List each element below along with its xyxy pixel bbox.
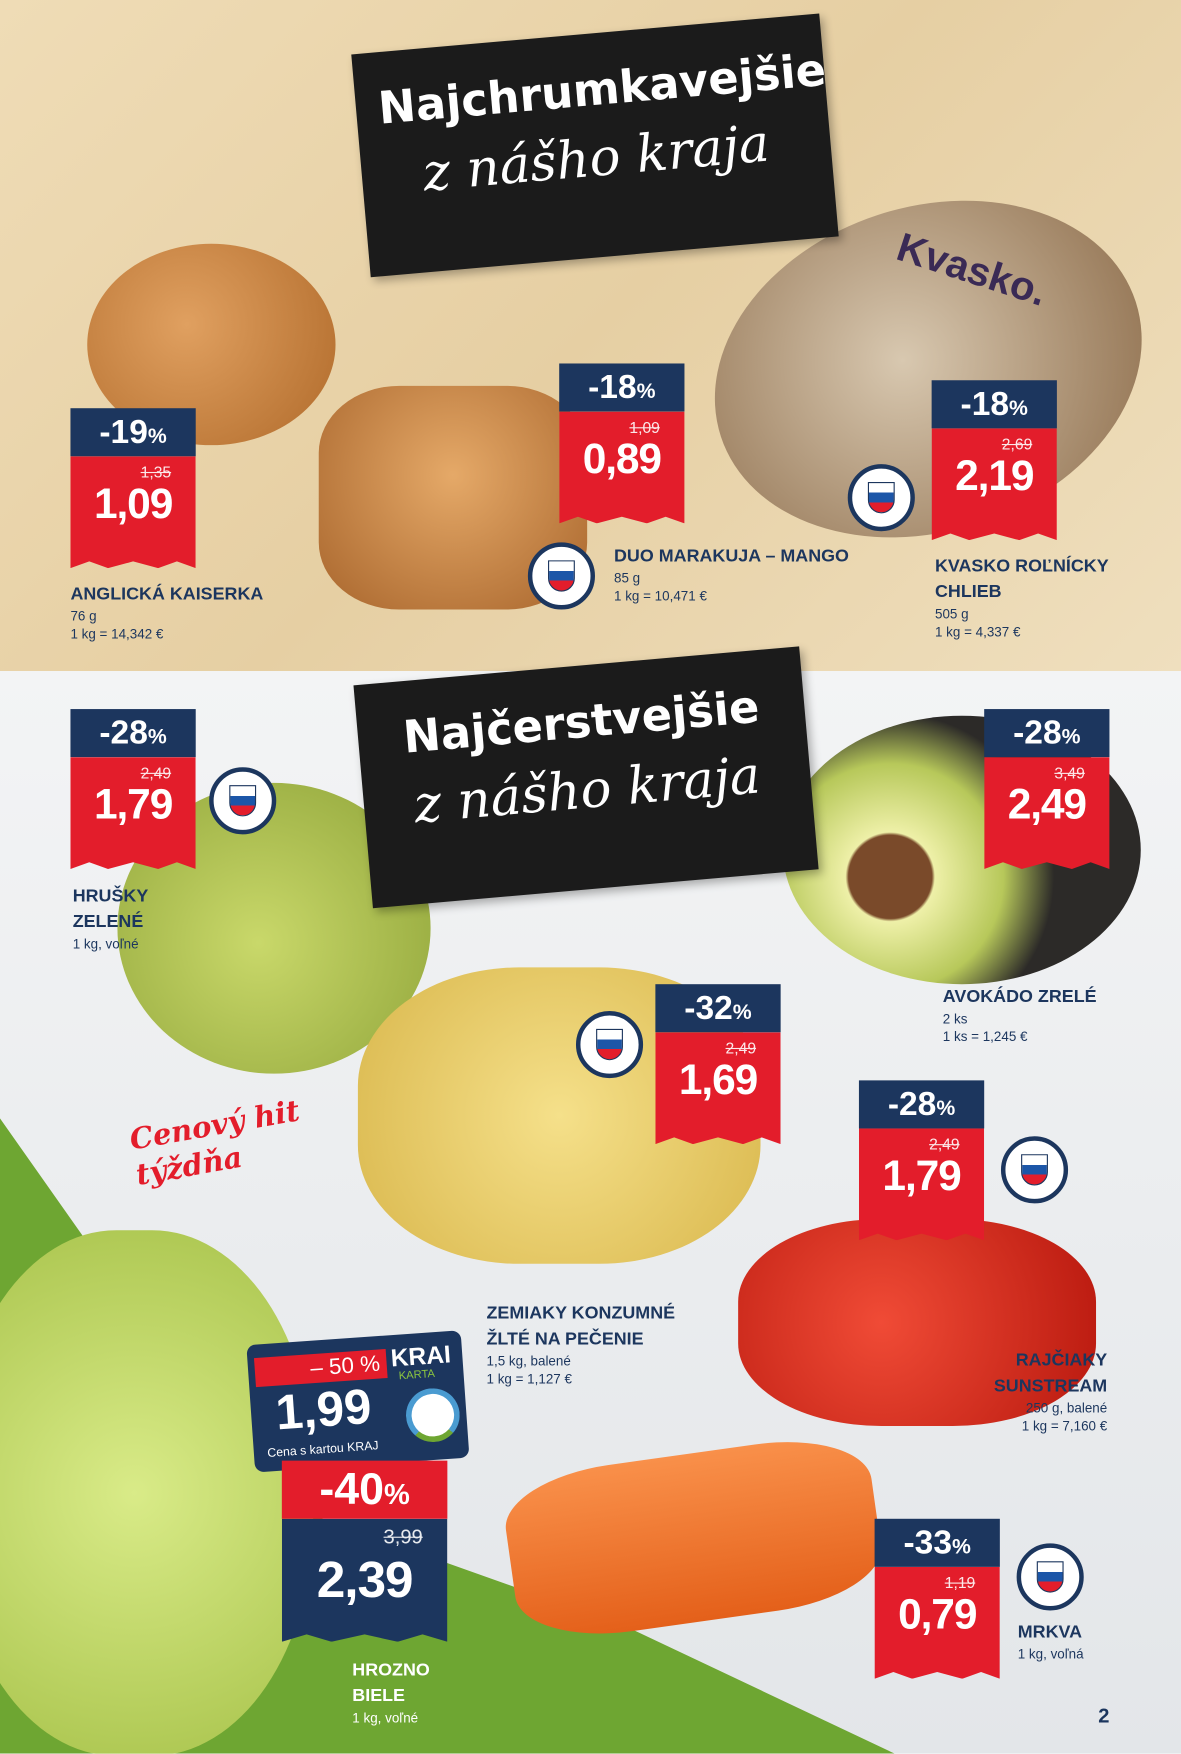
slovak-product-emblem-icon: [1000, 1136, 1069, 1204]
price-tag-kvasko: -18% 2,69 2,19: [931, 380, 1057, 541]
price-tag-rajciaky: -28% 2,49 1,79: [858, 1080, 985, 1241]
product-hrusky: HRUŠKY ZELENÉ 1 kg, voľné: [72, 886, 148, 952]
slovak-product-emblem-icon: [847, 464, 915, 532]
kraj-caption: Cena s kartou KRAJ: [266, 1439, 380, 1461]
product-zemiaky: ZEMIAKY KONZUMNÉ ŽLTÉ NA PEČENIE 1,5 kg, …: [486, 1304, 676, 1387]
price-tag-zemiaky: -32% 2,49 1,69: [655, 984, 781, 1145]
slovak-product-emblem-icon: [575, 1011, 644, 1079]
kraj-card-offer: – 50 % KRAI KARTA 1,99 Cena s kartou KRA…: [246, 1330, 470, 1473]
product-avokado: AVOKÁDO ZRELÉ 2 ks 1 ks = 1,245 €: [942, 987, 1097, 1045]
page-number: 2: [1098, 1704, 1110, 1727]
price-tag-hrusky: -28% 2,49 1,79: [70, 709, 196, 869]
kraj-sub: KARTA: [398, 1367, 436, 1383]
price-tag-duo: -18% 1,09 0,89: [559, 363, 685, 524]
kraj-price: 1,99: [273, 1379, 374, 1441]
slovak-product-emblem-icon: [209, 767, 277, 835]
chalkboard-produce: Najčerstvejšie z nášho kraja: [353, 646, 819, 909]
kraj-logo-icon: [404, 1386, 462, 1444]
slovak-product-emblem-icon: [1016, 1543, 1084, 1611]
product-hrozno: HROZNO BIELE 1 kg, voľné: [352, 1660, 430, 1726]
tomatoes-image: [738, 1219, 1097, 1426]
grapes-image: [0, 1230, 314, 1754]
price-tag-hrozno: -40% 3,99 2,39: [281, 1460, 448, 1642]
price-tag-kaiserka: -19% 1,35 1,09: [70, 408, 196, 569]
price-tag-avokado: -28% 3,49 2,49: [984, 709, 1110, 869]
product-mrkva: MRKVA 1 kg, voľná: [1017, 1622, 1084, 1662]
chalkboard-bakery: Najchrumkavejšie z nášho kraja: [351, 13, 839, 278]
product-rajciaky: RAJČIAKY SUNSTREAM 250 g, balené 1 kg = 7,…: [993, 1351, 1108, 1434]
slovak-product-emblem-icon: [527, 542, 595, 610]
price-tag-mrkva: -33% 1,19 0,79: [874, 1518, 1000, 1679]
